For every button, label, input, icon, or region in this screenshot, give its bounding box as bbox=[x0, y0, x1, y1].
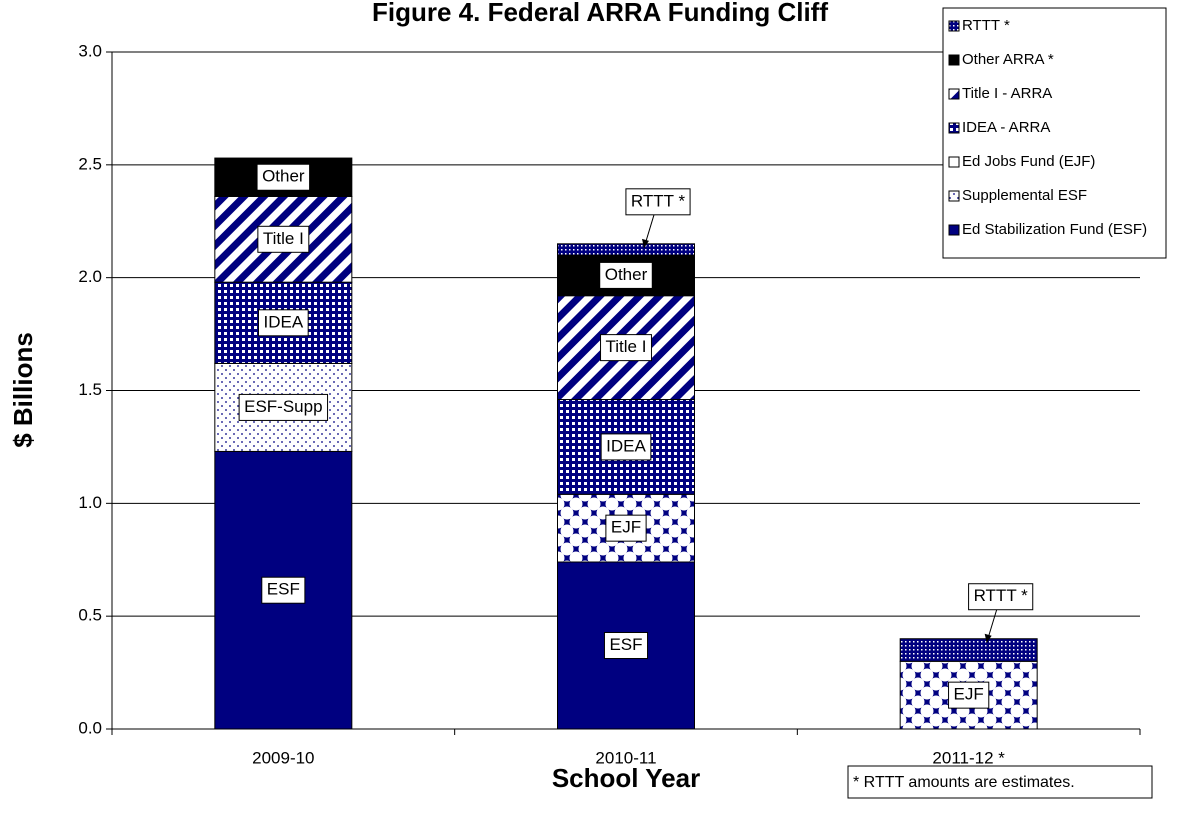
legend-swatch bbox=[948, 156, 960, 168]
legend-box bbox=[942, 7, 1167, 259]
segment-label-box bbox=[625, 188, 691, 216]
y-tick-label: 2.5 bbox=[78, 154, 102, 173]
legend-swatch bbox=[948, 190, 960, 202]
segment-label: RTTT * bbox=[631, 191, 686, 210]
x-tick-label: 2011-12 * bbox=[932, 748, 1005, 767]
legend-label: Other ARRA * bbox=[962, 51, 1054, 68]
bar-segment bbox=[899, 638, 1038, 662]
legend-label: Ed Jobs Fund (EJF) bbox=[962, 153, 1095, 170]
segment-label: ESF-Supp bbox=[244, 397, 322, 416]
segment-label-box bbox=[238, 393, 329, 421]
legend-label: Title I - ARRA bbox=[962, 85, 1052, 102]
legend-swatch bbox=[948, 20, 960, 32]
legend-label: Supplemental ESF bbox=[962, 187, 1087, 204]
segment-label: RTTT * bbox=[974, 586, 1029, 605]
callout-arrow bbox=[984, 633, 992, 643]
legend-swatch bbox=[948, 88, 960, 100]
x-tick-label: 2009-10 bbox=[252, 748, 314, 767]
segment-label-box bbox=[257, 309, 309, 337]
segment-label: Other bbox=[605, 265, 648, 284]
chart-title: Figure 4. Federal ARRA Funding Cliff bbox=[372, 0, 828, 27]
segment-label: EJF bbox=[611, 518, 641, 537]
y-tick-label: 1.0 bbox=[78, 493, 102, 512]
segment-label: IDEA bbox=[263, 312, 303, 331]
segment-label: Other bbox=[262, 167, 305, 186]
callout-arrow bbox=[642, 238, 649, 248]
x-axis-label: School Year bbox=[552, 763, 700, 793]
annotation: * RTTT amounts are estimates. bbox=[853, 774, 1075, 791]
legend-swatch bbox=[948, 122, 960, 134]
segment-label-box bbox=[600, 334, 652, 362]
annotation-box bbox=[847, 765, 1153, 799]
y-tick-label: 3.0 bbox=[78, 41, 102, 60]
segment-label-box bbox=[948, 681, 990, 709]
segment-label-box bbox=[605, 514, 647, 542]
y-tick-label: 0.5 bbox=[78, 606, 102, 625]
legend-label: Ed Stabilization Fund (ESF) bbox=[962, 221, 1147, 238]
segment-label-box bbox=[600, 433, 652, 461]
segment-label: Title I bbox=[263, 229, 304, 248]
segment-label: ESF bbox=[609, 635, 642, 654]
segment-label: EJF bbox=[954, 685, 984, 704]
segment-label-box bbox=[256, 163, 311, 191]
segment-label-box bbox=[599, 261, 653, 289]
x-tick-label: 2010-11 bbox=[595, 748, 656, 767]
segment-label: Title I bbox=[606, 337, 647, 356]
segment-label-box bbox=[257, 225, 310, 253]
y-tick-label: 0.0 bbox=[78, 718, 102, 737]
legend-label: RTTT * bbox=[962, 17, 1010, 34]
segment-label-box bbox=[603, 632, 649, 660]
y-tick-label: 2.0 bbox=[78, 267, 102, 286]
bar-segment bbox=[557, 243, 695, 256]
segment-label-box bbox=[261, 576, 306, 604]
legend-swatch bbox=[948, 224, 960, 236]
segment-label: ESF bbox=[267, 580, 300, 599]
legend-swatch bbox=[948, 54, 960, 66]
y-axis-label: $ Billions bbox=[8, 332, 38, 448]
legend-label: IDEA - ARRA bbox=[962, 119, 1050, 136]
segment-label: IDEA bbox=[606, 436, 646, 455]
segment-label-box bbox=[968, 583, 1034, 611]
bar-segment bbox=[214, 450, 353, 730]
y-tick-label: 1.5 bbox=[78, 380, 102, 399]
